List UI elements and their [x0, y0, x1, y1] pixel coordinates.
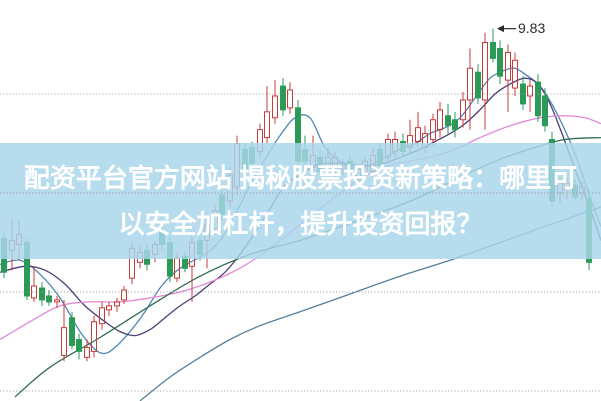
candle-body — [505, 51, 511, 81]
candle-down — [445, 103, 451, 134]
candle-body — [415, 127, 421, 143]
promo-banner-line2: 以安全加杠杆，提升投资回报？ — [118, 209, 483, 239]
candle-body — [520, 83, 526, 105]
price-annotation: 9.83 — [497, 20, 545, 36]
candle-body — [527, 85, 533, 97]
candle-up — [467, 48, 473, 130]
candle-down — [490, 28, 496, 63]
promo-banner-line1: 配资平台官方网站 揭秘股票投资新策略：哪里可 — [23, 163, 578, 193]
candle-body — [437, 109, 443, 131]
candle-body — [445, 115, 451, 127]
candle-up — [460, 92, 466, 128]
candle-up — [437, 101, 443, 138]
candle-down — [76, 333, 82, 360]
candle-up — [61, 299, 67, 362]
candle-body — [69, 317, 75, 346]
candle-body — [99, 307, 105, 325]
candle-body — [121, 289, 127, 301]
candle-body — [272, 95, 278, 119]
candle-up — [99, 301, 105, 330]
candle-up — [114, 297, 120, 312]
candle-down — [280, 78, 286, 116]
candle-up — [527, 80, 533, 112]
candle-up — [84, 339, 90, 362]
candle-body — [54, 299, 60, 303]
candle-body — [512, 59, 518, 89]
candle-down — [39, 282, 45, 306]
candle-body — [91, 321, 97, 352]
candle-body — [452, 119, 458, 131]
candle-up — [482, 32, 488, 130]
candle-body — [106, 305, 112, 311]
candle-body — [497, 47, 503, 77]
candle-up — [31, 266, 37, 302]
candle-up — [505, 44, 511, 112]
candle-down — [452, 111, 458, 138]
left-arrow-icon — [497, 25, 504, 33]
candle-body — [76, 339, 82, 352]
candle-body — [542, 95, 548, 127]
candle-up — [264, 86, 270, 144]
candle-down — [535, 74, 541, 122]
candle-up — [54, 295, 60, 308]
candle-down — [520, 76, 526, 110]
candle-up — [121, 286, 127, 304]
candle-body — [46, 295, 52, 303]
candle-body — [482, 42, 488, 101]
candle-body — [31, 285, 37, 299]
ma-short-line — [0, 67, 601, 355]
candle-up — [512, 52, 518, 96]
candle-body — [280, 85, 286, 111]
candle-body — [39, 287, 45, 301]
candle-down — [542, 88, 548, 132]
candle-body — [475, 71, 481, 99]
candle-body — [264, 111, 270, 139]
candle-up — [91, 315, 97, 358]
candle-body — [460, 99, 466, 121]
candle-body — [114, 301, 120, 307]
candle-body — [61, 327, 67, 356]
candle-body — [84, 346, 90, 358]
candle-body — [174, 257, 180, 279]
candle-up — [272, 80, 278, 124]
candle-up — [430, 113, 436, 146]
candle-body — [535, 81, 541, 117]
price-annotation-label: 9.83 — [518, 20, 545, 36]
candle-body — [490, 42, 496, 59]
candle-down — [497, 40, 503, 85]
candle-body — [287, 89, 293, 109]
promo-banner: 配资平台官方网站 揭秘股票投资新策略：哪里可 以安全加杠杆，提升投资回报？ — [0, 143, 601, 259]
candle-down — [69, 311, 75, 350]
candle-body — [467, 67, 473, 101]
candle-up — [287, 82, 293, 114]
candle-down — [475, 64, 481, 104]
candle-down — [46, 290, 52, 306]
candle-body — [430, 119, 436, 141]
candle-up — [106, 301, 112, 316]
